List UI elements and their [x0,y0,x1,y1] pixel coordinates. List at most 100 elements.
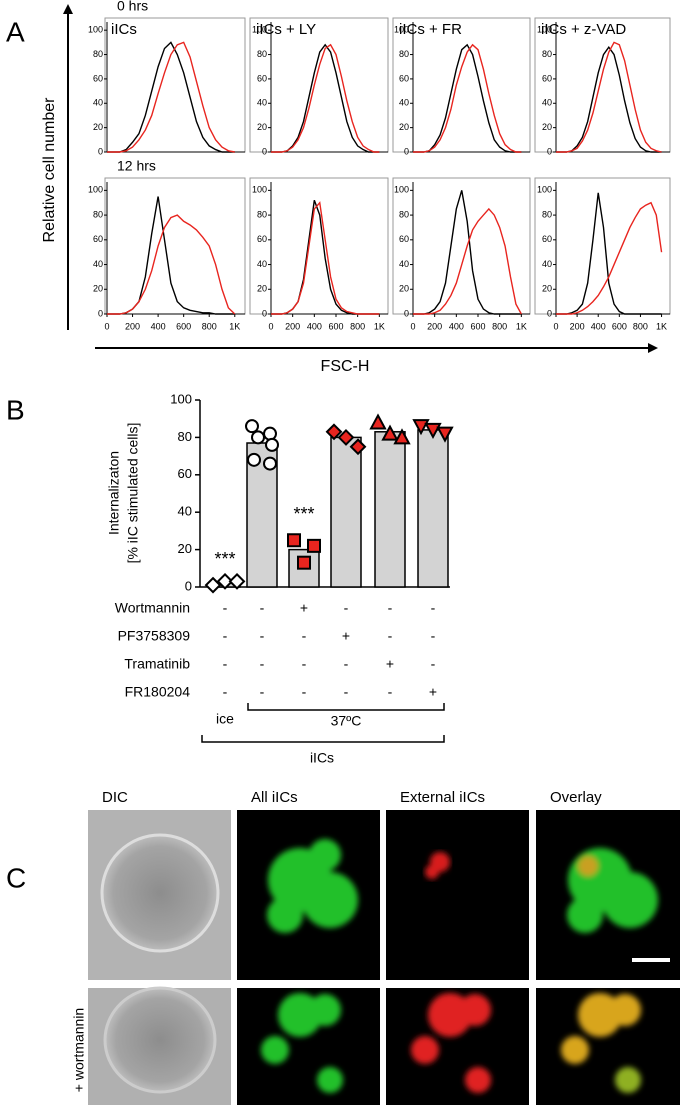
panel-label: A [6,16,25,47]
treatment-sign: - [223,600,228,616]
treatment-name: Wortmannin [115,600,190,616]
y-tick-label: 100 [170,391,192,406]
x-tick-label: 200 [570,321,585,331]
histogram-line [556,41,662,153]
y-axis-label: [% iIC stimulated cells] [125,423,141,564]
y-tick-label: 100 [88,185,103,195]
histogram-line [107,41,235,153]
y-tick-label: 20 [178,541,192,556]
y-tick-label: 0 [404,308,409,318]
x-tick-label: 600 [612,321,627,331]
y-tick-label: 40 [93,259,103,269]
treatment-sign: - [260,684,265,700]
point [245,419,259,434]
x-tick-label: 200 [427,321,442,331]
x-tick-label: 0 [268,321,273,331]
panel-label: B [6,394,25,425]
row-label: + wortmannin [71,1008,87,1092]
point [251,430,265,445]
cell [100,833,220,953]
treatment-sign: - [223,628,228,644]
y-tick-label: 0 [98,146,103,156]
y-tick-label: 100 [252,25,267,35]
x-tick-label: 400 [591,321,606,331]
point [216,572,234,590]
y-tick-label: 40 [178,504,192,519]
histogram-line [107,41,235,153]
x-tick-label: 1K [229,321,240,331]
bar [374,431,406,588]
point [349,438,367,456]
point [337,428,355,446]
treatment-sign: - [431,656,436,672]
group-label: iICs [310,750,334,766]
y-tick-label: 80 [93,209,103,219]
x-tick-label: 400 [307,321,322,331]
y-tick-label: 0 [547,146,552,156]
y-tick-label: 20 [399,122,409,132]
x-tick-label: 800 [202,321,217,331]
treatment-sign: + [429,684,437,700]
y-axis-label: Relative cell number [41,97,58,243]
treatment-sign: - [431,628,436,644]
plot-frame [392,17,531,153]
histogram-line [413,207,522,315]
y-tick-label: 0 [98,308,103,318]
y-tick-label: 40 [257,98,267,108]
y-tick-label: 80 [93,49,103,59]
treatment-sign: - [260,600,265,616]
y-tick-label: 80 [542,209,552,219]
x-axis-label: FSC-H [321,358,370,375]
y-tick-label: 0 [404,146,409,156]
x-tick-label: 1K [516,321,527,331]
chart-title: iICs + LY [256,21,316,38]
x-tick-label: 0 [553,321,558,331]
arrow-head [648,343,658,353]
bracket [201,735,445,743]
column-label: All iICs [251,789,298,806]
treatment-sign: - [302,656,307,672]
histogram-line [271,200,380,315]
y-tick-label: 80 [399,49,409,59]
column-label: Overlay [550,789,602,806]
y-tick-label: 100 [252,185,267,195]
bar [330,436,362,588]
histogram-line [413,43,522,153]
y-tick-label: 80 [542,49,552,59]
y-tick-label: 100 [394,185,409,195]
bracket [247,703,445,711]
group-label: ice [216,711,234,727]
y-tick-label: 20 [399,284,409,294]
x-tick-label: 800 [633,321,648,331]
y-tick-label: 60 [257,234,267,244]
micrographs [88,810,680,1105]
y-tick-label: 40 [542,259,552,269]
treatment-sign: + [386,656,394,672]
treatment-sign: + [300,600,308,616]
y-tick-label: 80 [399,209,409,219]
arrow-head [63,4,73,14]
cell [103,986,217,1094]
x-tick-label: 600 [328,321,343,331]
histogram-line [556,192,662,315]
histogram-line [271,43,380,153]
x-tick-label: 200 [285,321,300,331]
y-tick-label: 0 [262,146,267,156]
chart-title: iICs [111,21,137,38]
x-tick-label: 200 [125,321,140,331]
y-tick-label: 0 [185,578,192,593]
y-axis-label: Internalizaton [106,451,122,535]
x-tick-label: 400 [151,321,166,331]
point [325,423,343,441]
x-tick-label: 800 [350,321,365,331]
y-tick-label: 20 [93,122,103,132]
point [393,428,411,445]
panel-label: C [6,862,26,893]
y-tick-label: 0 [547,308,552,318]
y-tick-label: 20 [542,284,552,294]
chart-title: iICs + FR [399,21,462,38]
histogram-line [107,196,235,315]
point [436,426,454,443]
y-tick-label: 40 [542,98,552,108]
treatment-sign: - [388,600,393,616]
